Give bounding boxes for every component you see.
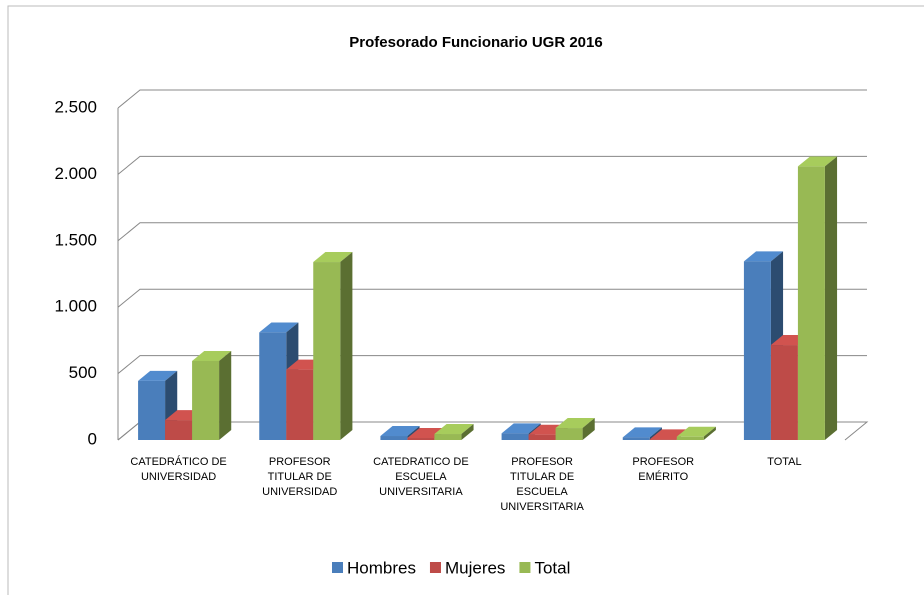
bar [313, 252, 353, 440]
bar-top [797, 156, 838, 167]
bar-front [770, 345, 798, 440]
bar-top [743, 251, 784, 262]
bar-top [622, 427, 662, 438]
bar-side [219, 350, 232, 440]
bar-side [824, 156, 838, 440]
bar-front [313, 262, 341, 440]
y-tick-label: 2.000 [54, 164, 97, 183]
bar-front [649, 439, 677, 440]
bar-top [313, 252, 353, 263]
bar [192, 350, 232, 440]
bar-top [138, 370, 178, 381]
bar-front [797, 166, 825, 440]
bar-front [259, 332, 287, 440]
bar-front [138, 380, 166, 440]
bar-side [582, 418, 595, 440]
grid-line [117, 355, 867, 374]
bar-top [434, 424, 474, 435]
bar-front [501, 433, 529, 440]
legend-swatch [519, 562, 531, 573]
x-tick-label: PROFESOR TITULAR DE ESCUELA UNIVERSITARI… [500, 456, 584, 513]
bar-front [528, 434, 556, 440]
grid-line [117, 288, 867, 308]
bar [676, 426, 716, 440]
bar-front [380, 436, 408, 440]
bar-top [380, 426, 420, 437]
x-tick-label: CATEDRÁTICO DE UNIVERSIDAD [130, 456, 227, 483]
grid-line [117, 155, 867, 175]
y-tick-label: 1.500 [54, 230, 97, 249]
x-tick-label: CATEDRATICO DE ESCUELA UNIVERSITARIA [373, 456, 469, 498]
bar-front [622, 437, 650, 440]
legend-label: Total [534, 558, 570, 577]
y-tick-label: 0 [88, 429, 97, 448]
bar [555, 418, 595, 440]
legend-swatch [332, 562, 343, 573]
bar-front [192, 360, 220, 440]
bar-side [340, 252, 353, 440]
y-tick-label: 500 [69, 363, 97, 382]
bar-side [461, 424, 474, 440]
bar-top [676, 426, 716, 437]
chart-border [7, 5, 924, 595]
bar-side [649, 427, 662, 440]
bar-front [743, 261, 771, 440]
bar [797, 156, 838, 440]
bar [434, 424, 474, 440]
chart-title: Profesorado Funcionario UGR 2016 [349, 34, 602, 51]
bar-front [165, 420, 193, 440]
y-tick-label: 1.000 [54, 297, 97, 316]
x-tick-label: PROFESOR TITULAR DE UNIVERSIDAD [262, 456, 338, 498]
grid-line [117, 89, 867, 109]
x-tick-label: TOTAL [767, 456, 802, 468]
x-tick-label: PROFESOR EMÉRITO [632, 456, 695, 483]
bar-top [192, 350, 232, 361]
bar-front [286, 369, 314, 440]
y-tick-label: 2.500 [54, 97, 97, 116]
bar-front [676, 436, 704, 440]
bar-top [555, 418, 595, 429]
bar [622, 427, 662, 440]
legend-label: Hombres [347, 558, 416, 577]
grid-line [117, 222, 867, 242]
legend-swatch [429, 562, 441, 573]
bar-front [555, 428, 583, 440]
legend-label: Mujeres [445, 558, 505, 577]
bar-front [434, 434, 462, 440]
bar-top [259, 322, 299, 333]
bar-top [501, 423, 541, 434]
bar-front [407, 438, 435, 440]
bar-side [703, 426, 716, 440]
